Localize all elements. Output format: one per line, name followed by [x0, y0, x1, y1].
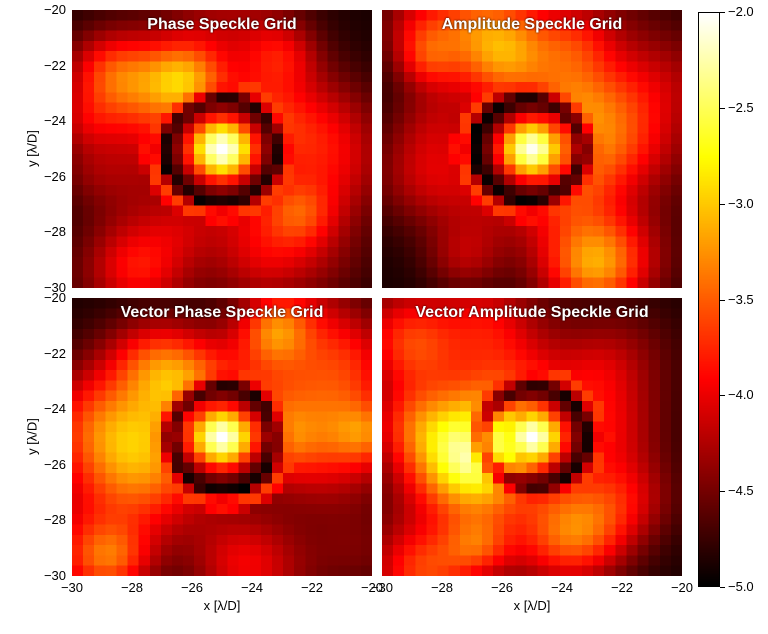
- tick-label: −28: [32, 512, 66, 527]
- tick-mark: [720, 491, 725, 492]
- tick-label: −22: [602, 580, 642, 595]
- tick-label: −24: [32, 401, 66, 416]
- tick-label: −30: [52, 580, 92, 595]
- tick-label: −28: [112, 580, 152, 595]
- panel-amplitude-speckle: Amplitude Speckle Grid: [382, 10, 682, 288]
- tick-label: −4.5: [728, 483, 754, 498]
- tick-mark: [720, 108, 725, 109]
- tick-mark: [720, 395, 725, 396]
- x-axis-label: x [λ/D]: [382, 598, 682, 613]
- panel-vector-phase-speckle: Vector Phase Speckle Grid: [72, 298, 372, 576]
- panel-vector-amplitude-speckle: Vector Amplitude Speckle Grid: [382, 298, 682, 576]
- figure: Phase Speckle Grid Amplitude Speckle Gri…: [0, 0, 768, 634]
- tick-mark: [720, 12, 725, 13]
- x-axis-label: x [λ/D]: [72, 598, 372, 613]
- tick-label: −22: [32, 346, 66, 361]
- tick-mark: [720, 300, 725, 301]
- tick-label: −26: [32, 169, 66, 184]
- tick-label: −24: [232, 580, 272, 595]
- tick-label: −26: [482, 580, 522, 595]
- heatmap-canvas: [72, 10, 372, 288]
- tick-label: −3.0: [728, 196, 754, 211]
- tick-label: −22: [32, 58, 66, 73]
- tick-label: −28: [422, 580, 462, 595]
- tick-label: −2.5: [728, 100, 754, 115]
- colorbar: [698, 12, 720, 587]
- tick-label: −28: [32, 224, 66, 239]
- tick-mark: [720, 587, 725, 588]
- tick-label: −30: [362, 580, 402, 595]
- tick-label: −2.0: [728, 4, 754, 19]
- tick-label: −22: [292, 580, 332, 595]
- tick-label: −24: [542, 580, 582, 595]
- tick-label: −26: [32, 457, 66, 472]
- tick-mark: [720, 204, 725, 205]
- tick-label: −24: [32, 113, 66, 128]
- heatmap-canvas: [72, 298, 372, 576]
- tick-label: −4.0: [728, 387, 754, 402]
- heatmap-canvas: [382, 10, 682, 288]
- tick-label: −20: [662, 580, 702, 595]
- tick-label: −5.0: [728, 579, 754, 594]
- tick-label: −20: [32, 2, 66, 17]
- colorbar-canvas: [698, 12, 720, 587]
- panel-phase-speckle: Phase Speckle Grid: [72, 10, 372, 288]
- heatmap-canvas: [382, 298, 682, 576]
- tick-label: −3.5: [728, 292, 754, 307]
- tick-label: −26: [172, 580, 212, 595]
- tick-label: −20: [32, 290, 66, 305]
